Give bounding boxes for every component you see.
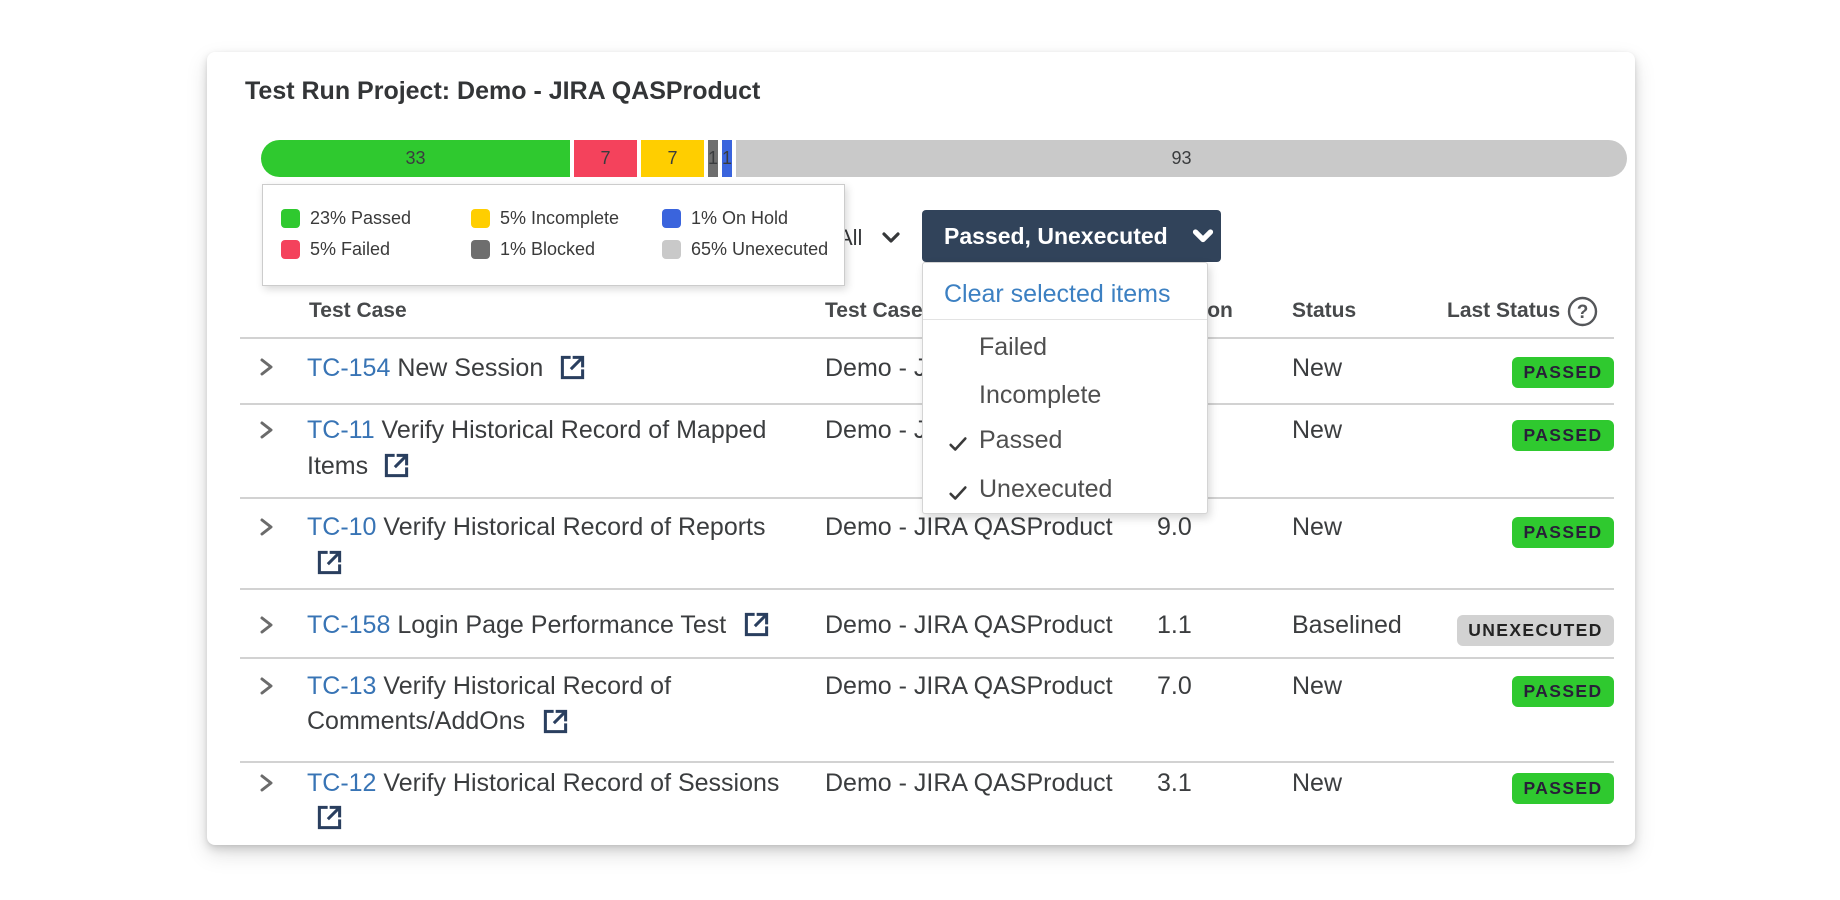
svg-text:?: ? — [1577, 302, 1589, 323]
